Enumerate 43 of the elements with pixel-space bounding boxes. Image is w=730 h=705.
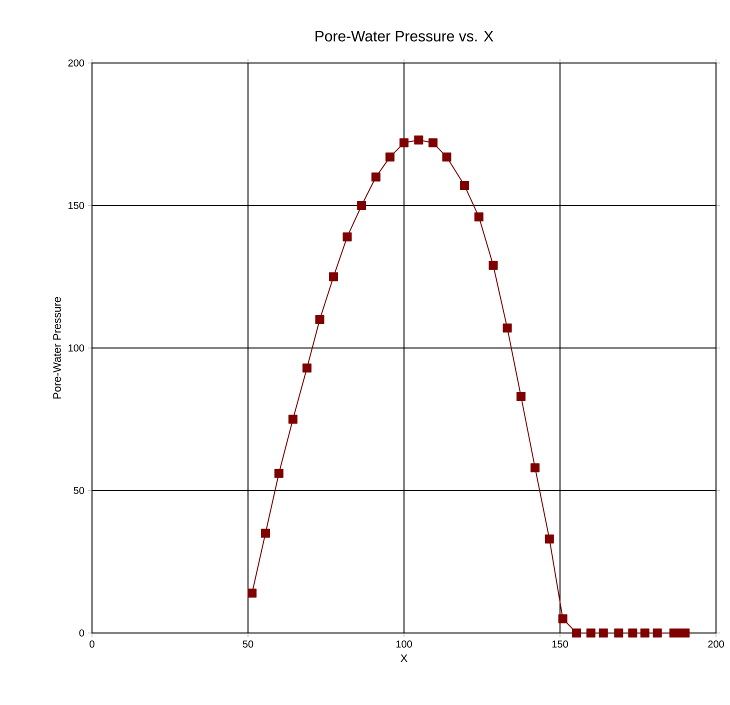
point [414, 135, 424, 144]
y-tick-label: 200 [68, 59, 84, 67]
y-tick-label: 150 [68, 202, 84, 210]
x-tick-label: 100 [396, 640, 412, 648]
point [400, 138, 409, 148]
x-tick-label: 0 [90, 640, 94, 648]
point [288, 414, 298, 424]
point [302, 363, 312, 372]
x-tick-label: 50 [242, 640, 254, 648]
point [516, 392, 526, 401]
point [586, 628, 596, 638]
point [442, 152, 452, 162]
y-tick-label: 50 [74, 486, 84, 494]
chart-title: Pore-Water Pressure vs. X [316, 30, 494, 42]
point [628, 628, 638, 638]
point [488, 260, 498, 270]
x-tick-label: 200 [708, 640, 724, 648]
point [248, 588, 257, 598]
point [530, 463, 540, 472]
point [652, 628, 662, 638]
point [274, 468, 284, 478]
point [260, 528, 270, 538]
point [572, 628, 582, 638]
y-tick-label: 0 [79, 629, 84, 637]
y-axis-title: Pore-Water Pressure [53, 297, 61, 399]
point [640, 628, 650, 638]
point [544, 534, 554, 544]
point [614, 628, 624, 638]
point [428, 138, 438, 148]
point [460, 181, 470, 190]
point [558, 614, 568, 624]
point [371, 172, 380, 182]
point [315, 314, 324, 324]
point [357, 201, 366, 210]
x-tick-label: 150 [552, 640, 568, 648]
y-tick-label: 100 [68, 344, 84, 352]
point [598, 628, 608, 638]
x-axis-title: X [400, 654, 408, 662]
point [328, 272, 338, 282]
point [502, 324, 512, 333]
point [474, 212, 484, 222]
point [385, 152, 394, 162]
point [342, 232, 352, 242]
